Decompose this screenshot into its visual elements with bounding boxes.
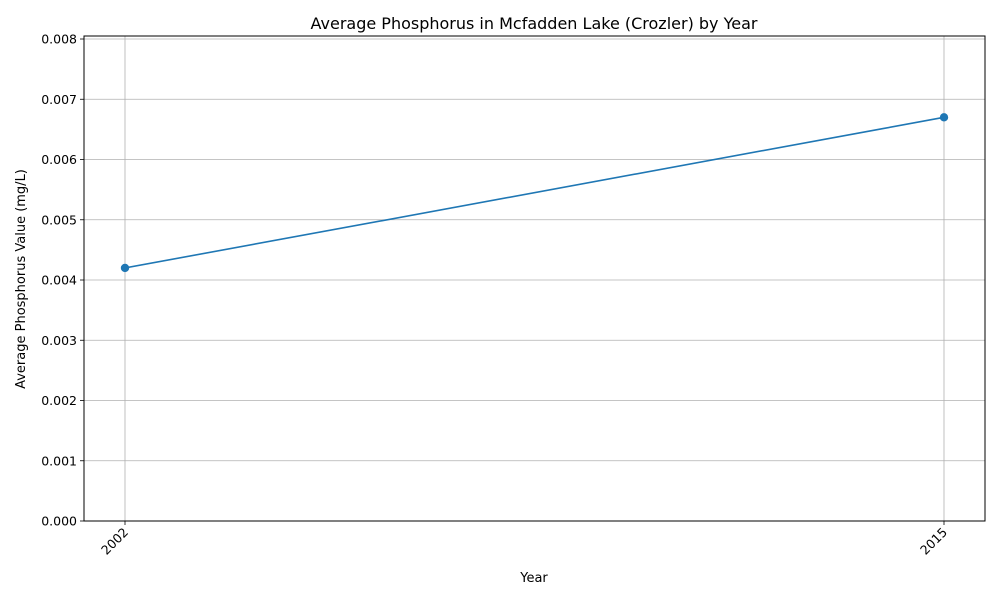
y-tick-label: 0.007 — [41, 92, 77, 107]
plot-frame — [83, 35, 986, 522]
y-tick-label: 0.000 — [41, 514, 77, 529]
data-point — [120, 263, 130, 273]
y-tick-label: 0.006 — [41, 152, 77, 167]
grid — [84, 36, 985, 522]
y-axis-ticks: 0.000 0.001 0.002 0.003 0.004 0.005 0.006 0.007… — [41, 32, 84, 529]
x-tick-label: 2015 — [917, 525, 950, 558]
y-tick-label: 0.003 — [41, 333, 77, 348]
y-axis-label: Average Phosphorus Value (mg/L) — [14, 169, 29, 389]
series-layer — [120, 113, 949, 273]
data-point — [939, 113, 949, 122]
y-tick-label: 0.001 — [41, 453, 77, 468]
y-tick-label: 0.008 — [41, 32, 77, 47]
x-tick-label: 2002 — [98, 525, 131, 558]
y-tick-label: 0.005 — [41, 212, 77, 227]
series-line — [124, 116, 945, 269]
y-tick-label: 0.002 — [41, 393, 77, 408]
y-tick-label: 0.004 — [41, 273, 77, 288]
x-axis-label: Year — [519, 571, 548, 586]
x-axis-ticks: 2002 2015 — [98, 521, 950, 558]
chart-title: Average Phosphorus in Mcfadden Lake (Cro… — [311, 14, 758, 33]
